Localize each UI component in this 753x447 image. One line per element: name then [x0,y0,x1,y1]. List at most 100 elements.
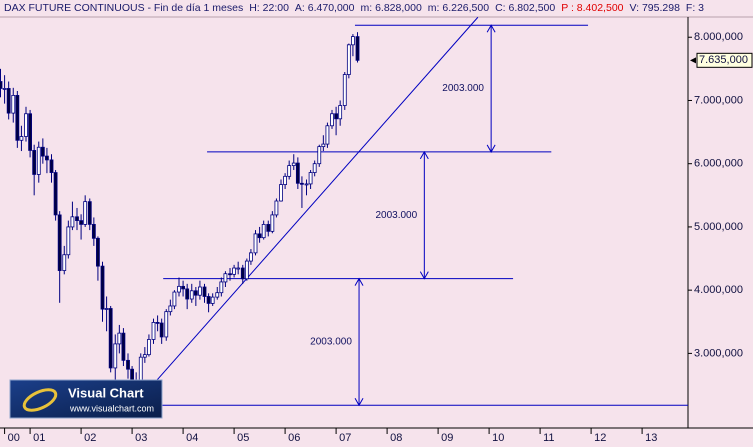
candle-body [210,296,215,304]
candle-body [185,288,190,300]
candle-body [96,237,100,267]
candle-body [193,290,198,296]
logo-icon [22,388,58,412]
candle-body [232,267,236,275]
measure-label: 2003.000 [375,210,417,221]
candle-body [75,216,79,222]
last-price-pointer [690,57,696,64]
x-tick-label: 01 [33,432,45,444]
candle-body [270,214,275,232]
logo: Visual Chart www.visualchart.com [9,379,163,419]
candle-body [177,285,181,293]
candle-body [24,113,28,137]
candle-body [291,162,296,166]
candle-body [342,74,347,106]
candle-body [32,150,37,175]
candle-body [19,136,24,141]
candle-body [53,172,58,216]
header-field: A: 6.470,000 [294,2,355,14]
candle-body [66,226,71,256]
candle-body [49,159,54,173]
candle-body [325,125,330,145]
candle-body [219,281,224,294]
arrow-head [354,277,364,286]
arrow-head [419,271,429,280]
candle-body [330,113,334,127]
x-tick-label: 05 [237,432,249,444]
x-tick-label: 08 [390,432,402,444]
candle-body [151,322,156,340]
candle-body [172,291,177,307]
y-tick-label: 4.000,000 [694,284,743,296]
y-tick-label: 8.000,000 [694,31,743,43]
x-tick-label: 00 [8,432,20,444]
candle-body [321,143,326,148]
x-tick-label: 02 [84,432,96,444]
candle-body [355,36,360,61]
candle-body [228,273,232,276]
y-tick-label: 3.000,000 [694,347,743,359]
candle-body [253,233,258,254]
candle-body [104,308,109,310]
candle-body [83,201,88,225]
x-tick-label: 12 [594,432,606,444]
last-price-box [696,52,753,68]
candle-body [168,305,173,313]
arrow-head [486,24,496,33]
candle-body [36,146,41,175]
x-tick-label: 07 [339,432,351,444]
logo-name: Visual Chart [68,385,144,400]
header-field: F: 3 [685,2,704,14]
measure-label: 2003.000 [310,337,352,348]
header-field: H: 22:00 [249,2,289,14]
candle-body [249,252,253,262]
candle-body [57,214,62,271]
candle-body [198,286,202,296]
candle-body [189,290,194,300]
logo-url: www.visualchart.com [69,403,154,413]
candle-body [164,311,169,338]
candle-body [6,88,11,114]
y-tick-label: 6.000,000 [694,158,743,170]
candle-body [87,201,92,225]
candle-body [91,223,96,239]
candle-body [240,267,245,280]
candle-body [202,286,207,297]
candle-body [283,175,287,185]
candle-body [100,265,105,310]
candle-body [15,95,20,141]
candle-body [266,223,271,232]
candle-body [2,88,7,90]
candle-body [155,322,160,324]
candle-body [117,332,122,345]
candle-body [300,182,304,185]
x-tick-label: 13 [645,432,657,444]
candle-body [181,285,185,290]
x-tick-label: 04 [186,432,198,444]
header-field: P : 8.402,500 [561,2,624,14]
y-tick-label: 7.000,000 [694,94,743,106]
candle-body [62,254,67,271]
candle-body [334,113,338,120]
y-tick-label: 5.000,000 [694,221,743,233]
candle-body [206,296,211,304]
header-field: V: 795.298 [629,2,680,14]
candle-body [244,260,249,280]
logo-box [9,379,163,419]
x-tick-label: 11 [543,432,554,444]
arrow-head [354,397,364,407]
candle-body [308,172,313,185]
trend-line [156,16,479,381]
candle-body [215,292,220,298]
candle-body [113,343,118,369]
candle-body [0,81,3,89]
candle-body [40,146,45,157]
arrow-head [486,144,496,153]
candle-body [142,354,147,358]
header-field: m: 6.828,000 [360,2,422,14]
candle-body [223,273,228,283]
x-tick-label: 09 [441,432,453,444]
candle-body [126,359,130,370]
